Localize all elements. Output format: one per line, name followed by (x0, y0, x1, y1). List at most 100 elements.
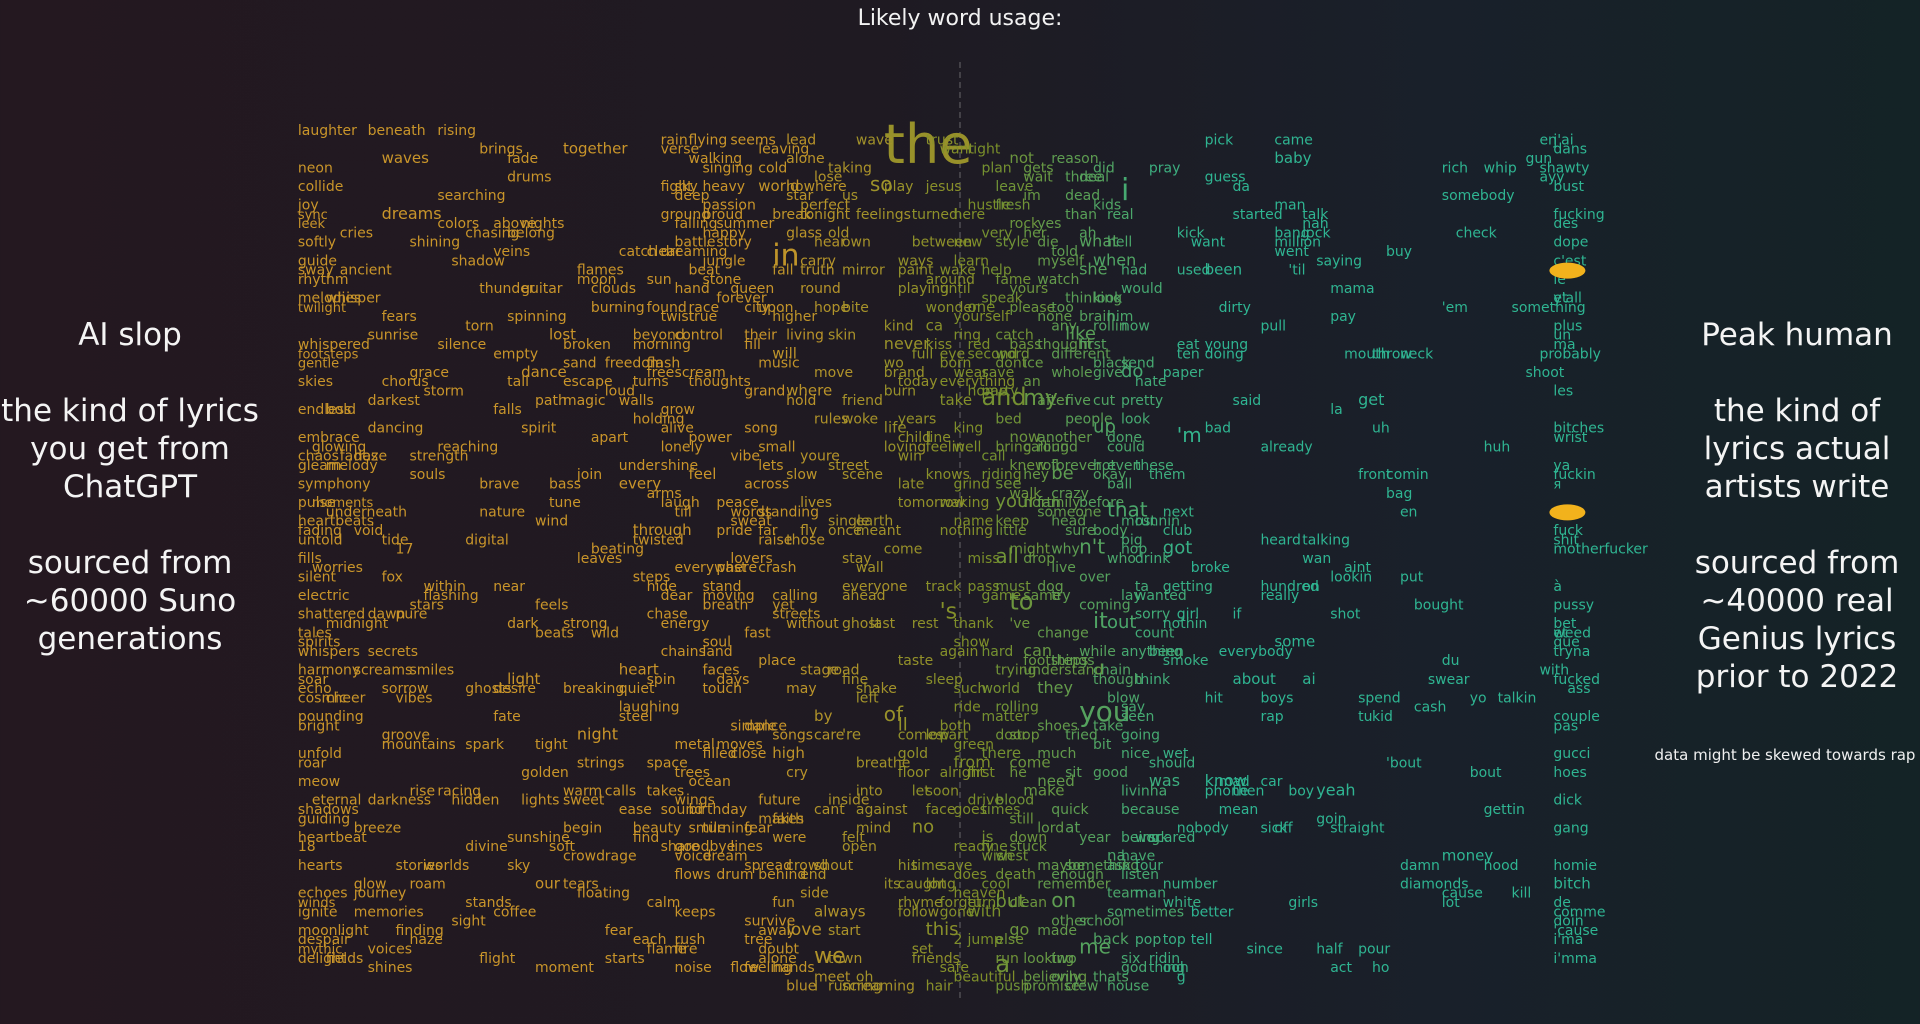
word-541: pretty (1121, 393, 1163, 409)
word-946: bitch (1553, 874, 1590, 892)
word-792: hair (926, 979, 953, 995)
word-367: crash (758, 560, 796, 576)
word-578: see (995, 475, 1021, 493)
word-44: dance (521, 363, 567, 381)
word-284: ocean (689, 774, 731, 790)
word-702: blood (995, 793, 1034, 809)
word-267: tears (563, 876, 599, 892)
word-576: late (898, 477, 925, 493)
word-357: sweat (730, 514, 772, 530)
word-354: lives (800, 495, 832, 511)
word-827: already (1260, 439, 1312, 455)
word-693: sit (1065, 765, 1082, 781)
word-290: goodbye (675, 839, 736, 855)
word-337: move (814, 365, 853, 381)
word-194: path (535, 393, 567, 409)
word-519: wo (884, 356, 904, 372)
word-398: high (772, 744, 805, 762)
word-826: 'm (1177, 423, 1202, 447)
word-265: sky (507, 858, 530, 874)
word-640: change (1037, 625, 1089, 641)
word-525: save (981, 365, 1014, 381)
word-535: home (968, 384, 1008, 400)
word-721: stuck (1009, 839, 1047, 855)
word-283: close (730, 746, 766, 762)
word-631: girl (1177, 607, 1199, 623)
word-149: singing (702, 160, 753, 176)
word-936: with (1539, 663, 1569, 679)
word-69: underneath (326, 504, 407, 520)
word-623: to (1009, 587, 1033, 615)
word-674: going (1121, 728, 1160, 744)
word-785: thing (1149, 960, 1185, 976)
word-747: forget (940, 895, 983, 911)
word-376: streets (772, 607, 820, 623)
word-510: thought (1037, 337, 1093, 353)
word-489: look (1093, 291, 1123, 307)
word-295: spread (744, 858, 792, 874)
word-749: but (995, 891, 1025, 912)
word-32: thunder (479, 281, 535, 297)
word-517: black (1093, 356, 1131, 372)
word-315: tonight (800, 207, 851, 223)
word-939: couple (1553, 709, 1600, 725)
word-322: fall (772, 263, 793, 279)
word-368: everywhere (675, 560, 758, 576)
word-775: ridin (1149, 951, 1180, 967)
word-227: energy (661, 616, 710, 632)
word-705: times (981, 802, 1020, 818)
word-849: boys (1260, 690, 1293, 706)
word-820: ten (1177, 346, 1200, 362)
word-806: kick (1177, 225, 1206, 241)
word-460: yes (1037, 216, 1061, 232)
word-595: name (954, 514, 994, 530)
word-261: find (633, 830, 660, 846)
word-726: wish (981, 849, 1013, 865)
word-472: learn (954, 253, 989, 269)
word-465: between (912, 235, 973, 251)
word-508: red (968, 337, 991, 353)
word-302: alone (786, 151, 825, 167)
word-333: living (786, 328, 824, 344)
word-937: fucked (1553, 672, 1600, 688)
word-189: scream (675, 365, 726, 381)
word-816: pay (1330, 309, 1356, 325)
word-865: mean (1219, 802, 1259, 818)
word-296: lines (730, 839, 763, 855)
word-91: spirits (298, 635, 341, 651)
word-473: myself (1037, 253, 1085, 269)
word-933: weed (1553, 625, 1591, 641)
word-271: keeps (675, 904, 716, 920)
word-632: it (1093, 609, 1108, 634)
word-667: matter (981, 709, 1029, 725)
word-35: torn (465, 318, 493, 334)
word-159: happy (702, 225, 746, 241)
word-703: face (926, 802, 956, 818)
word-948: comme (1553, 904, 1605, 920)
word-906: bust (1553, 179, 1584, 195)
word-537: my (1023, 386, 1057, 411)
word-93: secrets (368, 644, 418, 660)
word-347: lets (758, 458, 783, 474)
word-635: out (1107, 612, 1136, 633)
word-758: other (1051, 914, 1089, 930)
word-324: mirror (842, 263, 885, 279)
word-248: space (647, 756, 688, 772)
word-746: rhyme (898, 895, 943, 911)
word-222: stand (702, 579, 741, 595)
word-118: breeze (354, 821, 402, 837)
word-107: spark (465, 737, 505, 753)
word-642: hard (981, 644, 1013, 660)
word-41: empty (493, 346, 538, 362)
word-817: pull (1260, 318, 1286, 334)
word-348: youre (800, 449, 840, 465)
word-211: till (675, 504, 692, 520)
word-65: symphony (298, 477, 371, 493)
word-212: tune (549, 495, 581, 511)
word-99: cosmic (298, 690, 347, 706)
word-822: paper (1163, 365, 1204, 381)
word-68: moments (312, 496, 374, 511)
word-583: waking (940, 495, 990, 511)
word-762: made (1037, 923, 1077, 939)
word-499: none (1037, 309, 1072, 325)
